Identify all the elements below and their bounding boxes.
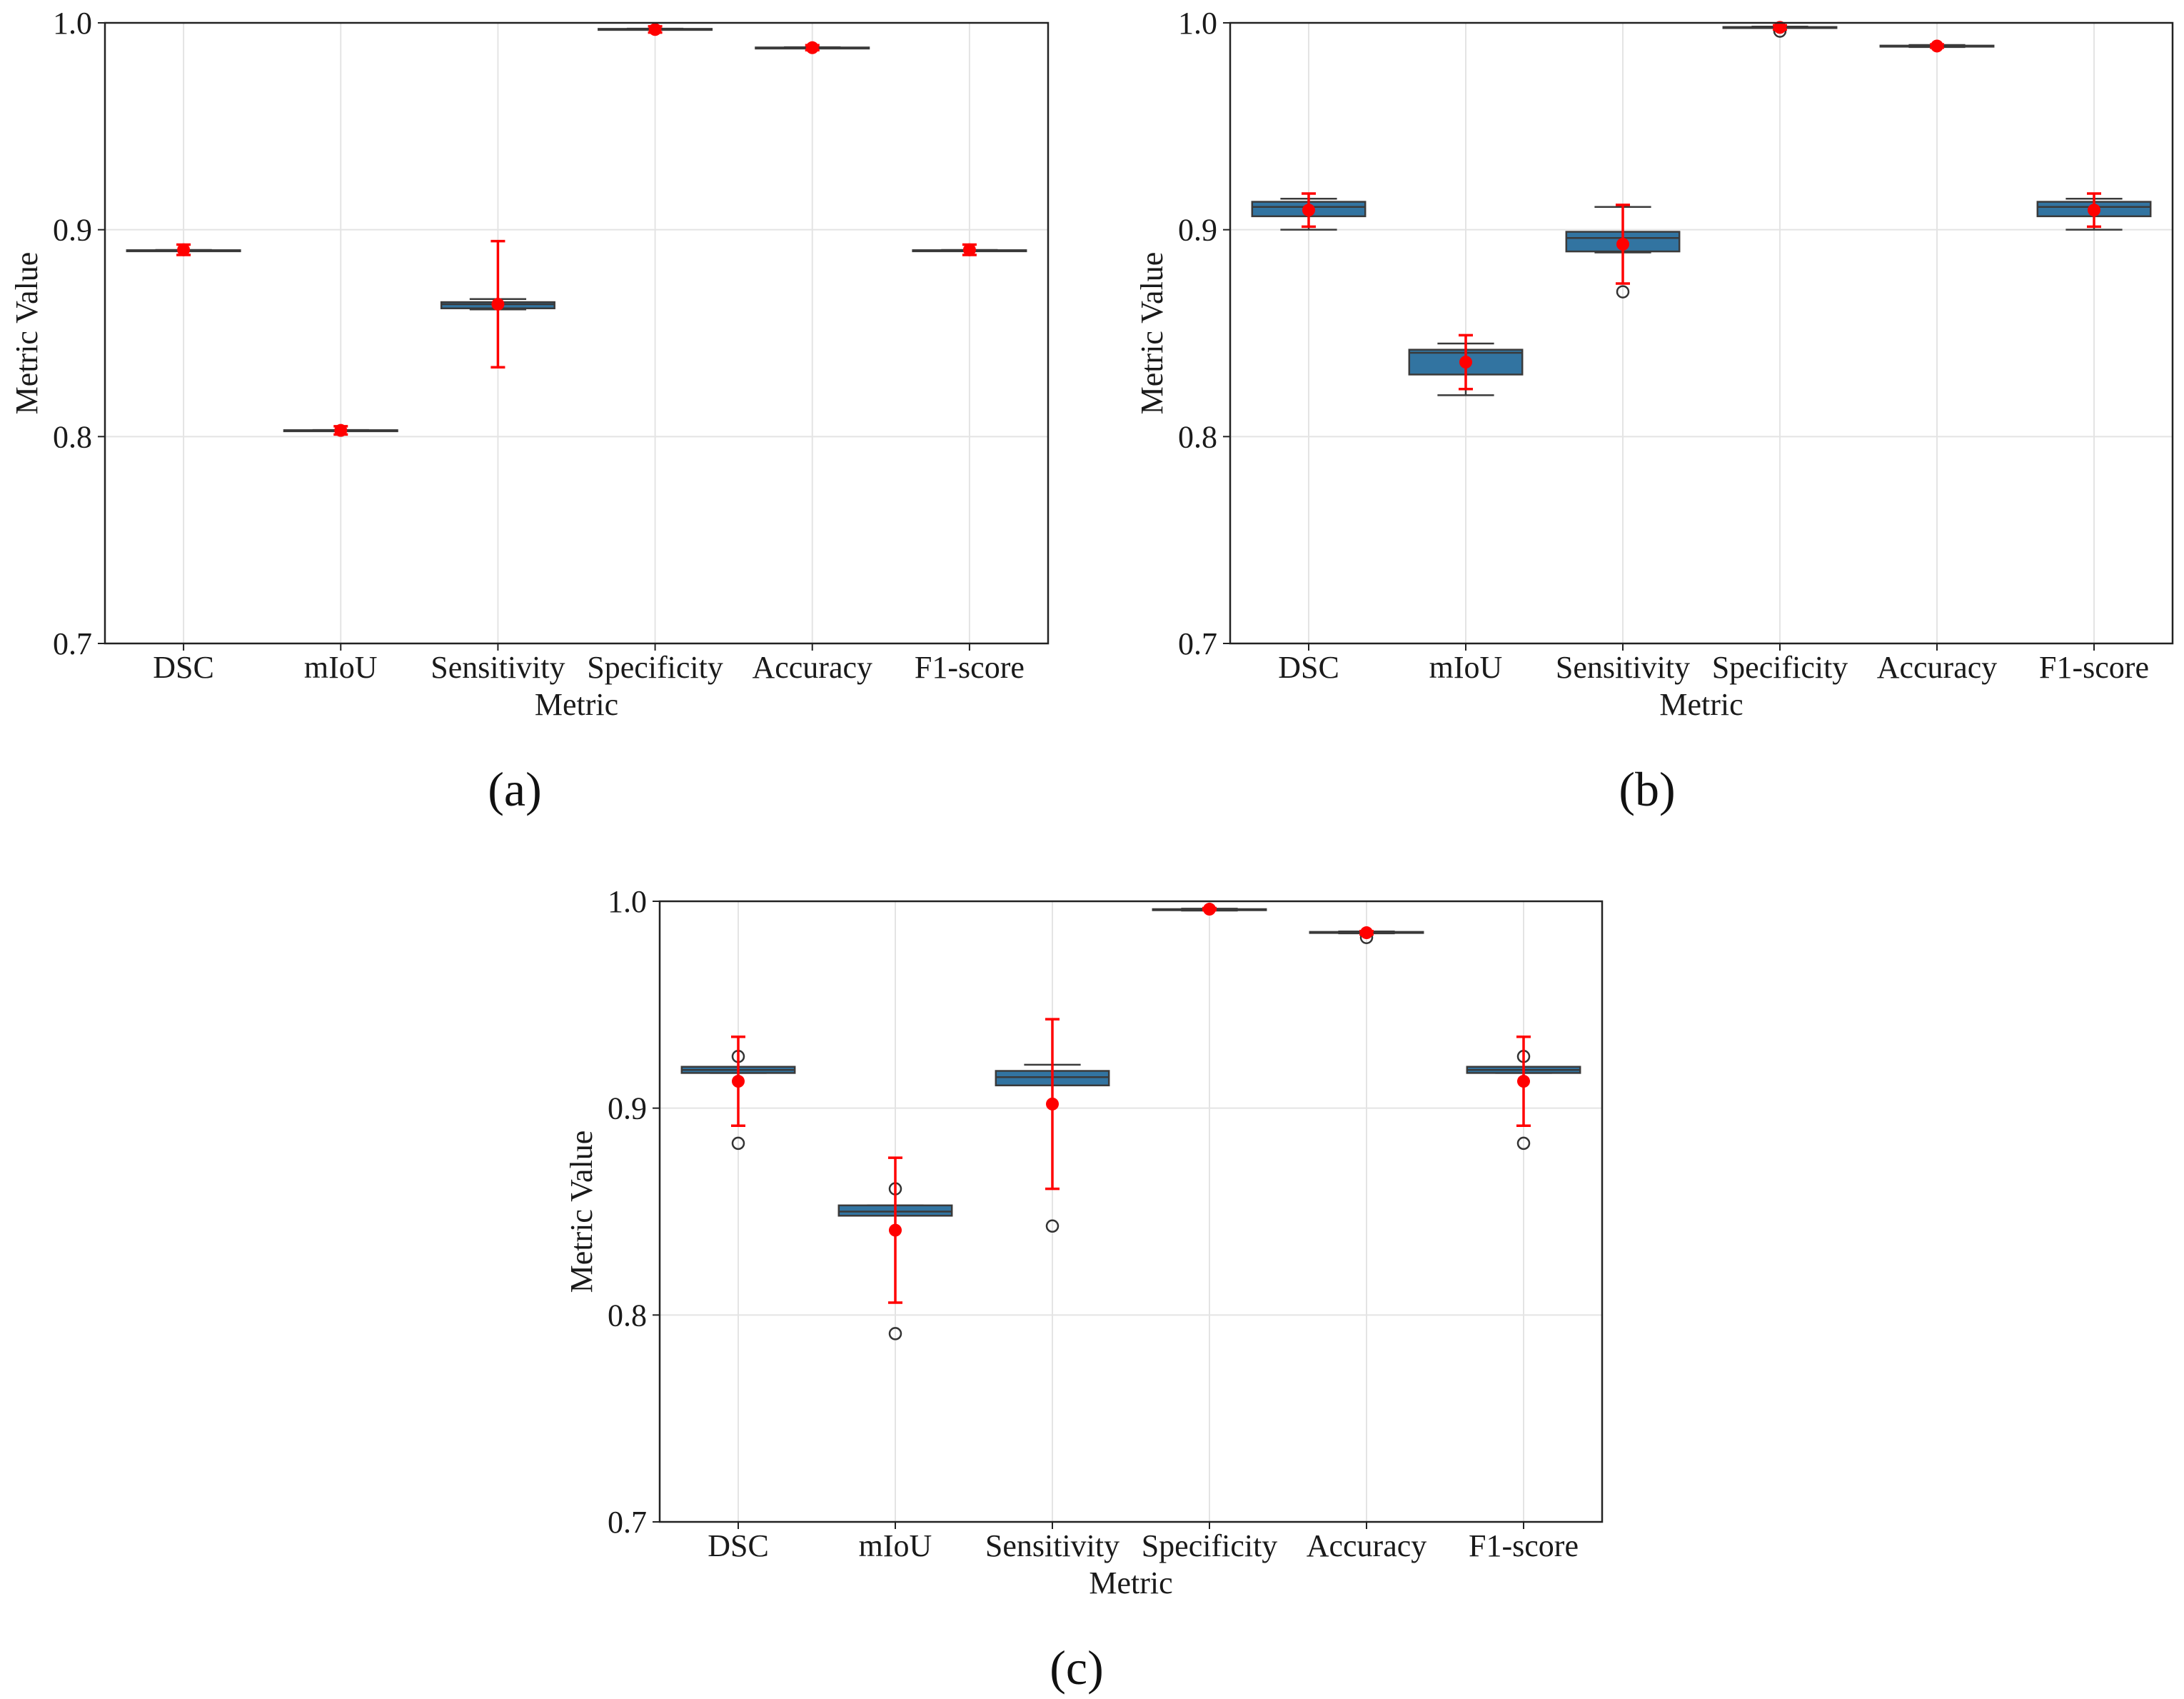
mean-point	[889, 1223, 902, 1237]
x-tick-label: Accuracy	[1307, 1528, 1427, 1563]
x-tick-label: DSC	[708, 1528, 769, 1563]
y-tick-labels: 0.7 0.8 0.9 1.0	[53, 6, 105, 661]
x-tick-label: DSC	[153, 650, 214, 685]
panel-label: (a)	[488, 762, 541, 816]
grid-lines	[105, 22, 1048, 644]
plot-frame	[658, 900, 1604, 1523]
x-tick-label: DSC	[1278, 650, 1339, 685]
mean-point	[732, 1075, 745, 1088]
y-tick-label: 0.8	[53, 419, 92, 454]
x-tick-label: Specificity	[1712, 650, 1848, 685]
y-tick-label: 1.0	[1178, 6, 1217, 41]
box-dsc	[126, 243, 241, 256]
mean-point	[334, 424, 348, 437]
y-axis-label: Metric Value	[1134, 252, 1169, 415]
mean-point	[648, 23, 662, 36]
panel-label: (c)	[1050, 1640, 1103, 1695]
box-specificity	[598, 23, 713, 36]
y-tick-label: 0.9	[608, 1091, 647, 1126]
mean-point	[1203, 903, 1216, 916]
x-tick-label: F1-score	[1469, 1528, 1579, 1563]
x-axis-label: Metric	[1659, 687, 1743, 722]
y-tick-label: 1.0	[53, 6, 92, 41]
outlier-point	[1516, 1136, 1531, 1151]
box-specificity	[1722, 21, 1838, 38]
y-tick-label: 0.8	[608, 1298, 647, 1333]
x-tick-label: Specificity	[1142, 1528, 1278, 1563]
grid-lines	[1230, 22, 2173, 644]
box-marks	[126, 23, 1027, 437]
box-miou	[283, 424, 398, 437]
plot-frame	[1229, 21, 2174, 645]
box-dsc	[1251, 192, 1367, 231]
x-tick-label: mIoU	[859, 1528, 932, 1563]
x-tick-labels: DSC mIoU Sensitivity Specificity Accuracy F1-…	[708, 1522, 1579, 1563]
outlier-point	[731, 1136, 745, 1151]
box-marks	[680, 903, 1581, 1340]
x-axis-label: Metric	[1089, 1565, 1172, 1600]
panel-b: 0.7 0.8 0.9 1.0 DSC mIoU Sensitivity Specifici…	[1134, 6, 2174, 816]
y-axis-label: Metric Value	[564, 1131, 599, 1293]
y-tick-label: 0.9	[1178, 213, 1217, 248]
mean-point	[1931, 39, 1943, 53]
y-tick-labels: 0.7 0.8 0.9 1.0	[1178, 6, 1230, 661]
box-accuracy	[755, 41, 870, 54]
outlier-point	[888, 1327, 902, 1340]
mean-point	[1360, 926, 1373, 940]
box-f1-score	[912, 243, 1027, 256]
outlier-point	[1045, 1219, 1060, 1233]
y-tick-label: 0.8	[1178, 419, 1217, 454]
y-tick-labels: 0.7 0.8 0.9 1.0	[608, 884, 660, 1540]
x-tick-label: Sensitivity	[985, 1528, 1119, 1563]
mean-point	[491, 297, 505, 311]
mean-point	[1773, 21, 1786, 34]
box-f1-score	[1466, 1035, 1581, 1151]
box-dsc	[680, 1035, 796, 1151]
y-axis-label: Metric Value	[9, 252, 44, 415]
x-tick-labels: DSC mIoU Sensitivity Specificity Accuracy F1-…	[1278, 643, 2149, 685]
mean-point	[2088, 204, 2100, 217]
x-tick-labels: DSC mIoU Sensitivity Specificity Accuracy F1-…	[153, 643, 1025, 685]
mean-point	[805, 41, 819, 54]
grid-lines	[660, 901, 1602, 1523]
x-tick-label: F1-score	[2039, 650, 2149, 685]
mean-point	[1517, 1075, 1530, 1088]
x-tick-label: Sensitivity	[1556, 650, 1690, 685]
mean-point	[1046, 1097, 1059, 1111]
box-sensitivity	[995, 1018, 1110, 1233]
box-miou	[837, 1156, 953, 1340]
x-tick-label: Sensitivity	[431, 650, 565, 685]
mean-point	[1459, 356, 1472, 369]
box-accuracy	[1309, 926, 1424, 944]
box-sensitivity	[440, 239, 555, 369]
x-axis-label: Metric	[535, 687, 618, 722]
x-tick-label: mIoU	[1429, 650, 1503, 685]
x-tick-label: F1-score	[915, 650, 1025, 685]
box-miou	[1408, 334, 1524, 396]
y-tick-label: 0.7	[608, 1505, 647, 1540]
mean-point	[1616, 237, 1629, 251]
outlier-point	[1616, 285, 1630, 299]
mean-point	[1302, 204, 1315, 217]
box-marks	[1251, 21, 2152, 396]
box-sensitivity	[1565, 204, 1681, 299]
y-tick-label: 1.0	[608, 884, 647, 919]
box-accuracy	[1879, 39, 1995, 53]
x-tick-label: mIoU	[304, 650, 378, 685]
mean-point	[177, 243, 191, 256]
x-tick-label: Accuracy	[752, 650, 872, 685]
box-f1-score	[2036, 192, 2152, 231]
mean-point	[962, 243, 976, 256]
plot-frame	[104, 21, 1050, 645]
panel-label: (b)	[1619, 762, 1675, 816]
box-specificity	[1152, 903, 1267, 916]
x-tick-label: Accuracy	[1877, 650, 1998, 685]
x-tick-label: Specificity	[587, 650, 723, 685]
panel-a: 0.7 0.8 0.9 1.0 DSC mIoU Sensitivity Specifici…	[9, 6, 1050, 816]
panel-c: 0.7 0.8 0.9 1.0 DSC mIoU Sensitivity Specifici…	[564, 884, 1604, 1695]
y-tick-label: 0.9	[53, 213, 92, 248]
y-tick-label: 0.7	[1178, 626, 1217, 661]
y-tick-label: 0.7	[53, 626, 92, 661]
